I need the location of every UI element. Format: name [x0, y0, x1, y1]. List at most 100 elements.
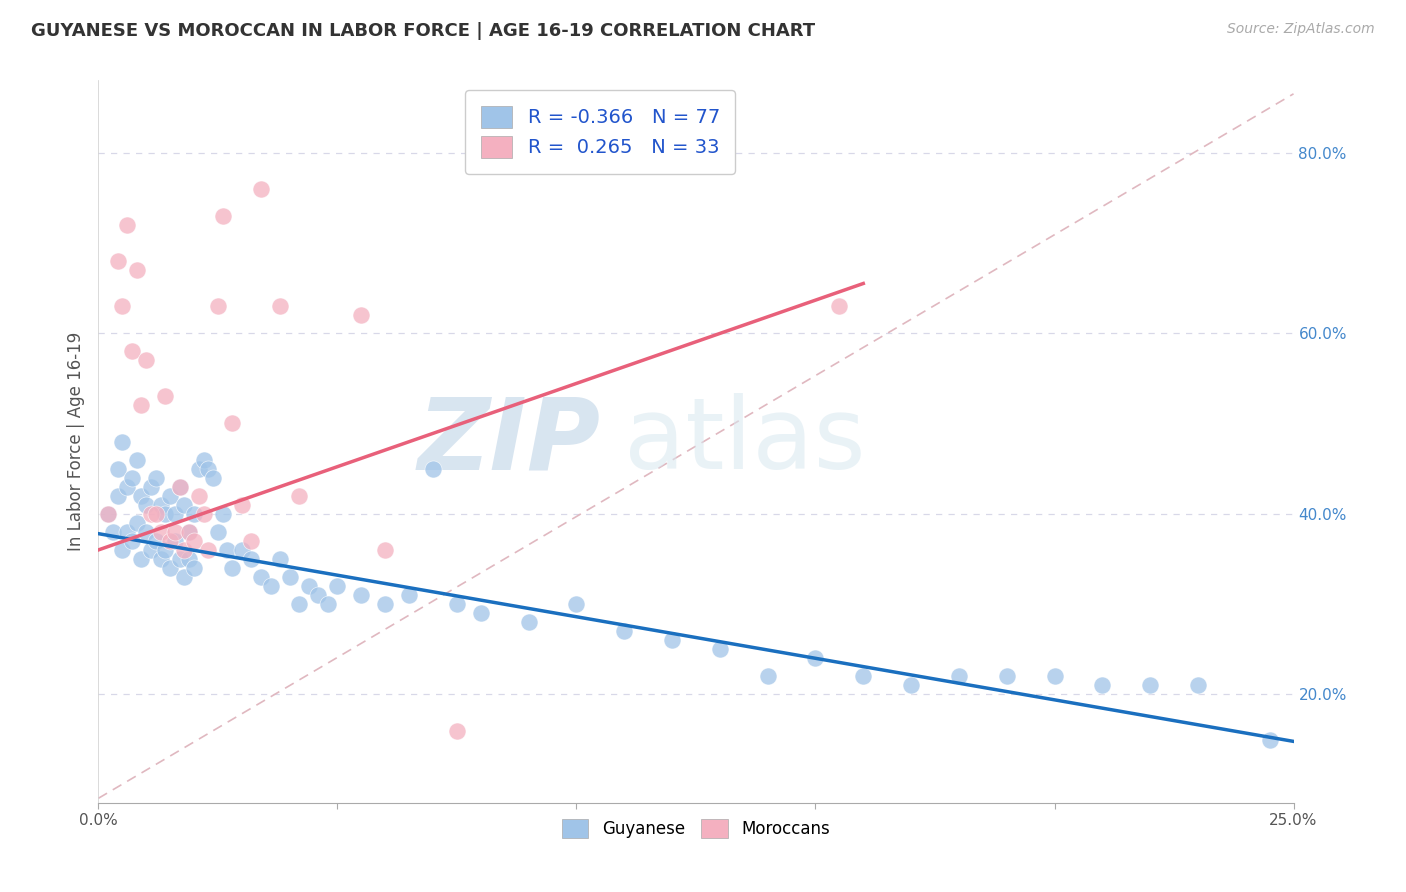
Point: [197, 461, 219, 475]
Point: [145, 471, 167, 485]
Point: [422, 461, 444, 475]
Point: [173, 542, 195, 557]
Point: [111, 434, 134, 449]
Point: [163, 524, 186, 539]
Point: [169, 552, 191, 566]
Point: [350, 588, 373, 602]
Point: [187, 489, 209, 503]
Point: [121, 344, 143, 359]
Point: [155, 389, 177, 403]
Point: [131, 398, 153, 412]
Point: [517, 615, 540, 630]
Point: [131, 552, 153, 566]
Point: [709, 642, 731, 657]
Point: [250, 181, 273, 195]
Point: [115, 524, 138, 539]
Point: [163, 507, 186, 521]
Point: [207, 524, 229, 539]
Point: [173, 498, 195, 512]
Point: [250, 570, 273, 584]
Point: [231, 498, 253, 512]
Point: [307, 588, 329, 602]
Point: [217, 542, 239, 557]
Point: [995, 669, 1018, 683]
Point: [135, 524, 157, 539]
Point: [221, 561, 243, 575]
Point: [183, 533, 205, 548]
Point: [139, 542, 162, 557]
Point: [139, 507, 162, 521]
Point: [107, 489, 129, 503]
Point: [852, 669, 875, 683]
Point: [278, 570, 301, 584]
Point: [828, 299, 851, 313]
Point: [565, 597, 588, 611]
Point: [1187, 678, 1209, 692]
Point: [149, 524, 172, 539]
Point: [446, 597, 468, 611]
Point: [111, 299, 134, 313]
Point: [115, 480, 138, 494]
Point: [446, 723, 468, 738]
Point: [179, 524, 201, 539]
Point: [187, 461, 209, 475]
Point: [183, 507, 205, 521]
Point: [948, 669, 970, 683]
Text: ZIP: ZIP: [418, 393, 600, 490]
Point: [756, 669, 779, 683]
Point: [298, 579, 321, 593]
Point: [159, 489, 181, 503]
Point: [179, 552, 201, 566]
Text: atlas: atlas: [624, 393, 866, 490]
Point: [661, 633, 683, 648]
Point: [259, 579, 281, 593]
Point: [107, 461, 129, 475]
Point: [326, 579, 349, 593]
Point: [97, 507, 120, 521]
Point: [350, 308, 373, 322]
Point: [197, 542, 219, 557]
Point: [288, 597, 311, 611]
Point: [163, 533, 186, 548]
Point: [125, 263, 148, 277]
Point: [1139, 678, 1161, 692]
Point: [135, 353, 157, 368]
Point: [139, 480, 162, 494]
Legend: Guyanese, Moroccans: Guyanese, Moroccans: [555, 813, 837, 845]
Point: [193, 452, 215, 467]
Point: [149, 498, 172, 512]
Point: [470, 606, 492, 620]
Text: Source: ZipAtlas.com: Source: ZipAtlas.com: [1227, 22, 1375, 37]
Point: [145, 507, 167, 521]
Point: [1258, 732, 1281, 747]
Point: [169, 480, 191, 494]
Y-axis label: In Labor Force | Age 16-19: In Labor Force | Age 16-19: [66, 332, 84, 551]
Point: [121, 533, 143, 548]
Point: [97, 507, 120, 521]
Point: [231, 542, 253, 557]
Point: [131, 489, 153, 503]
Point: [613, 624, 636, 639]
Point: [202, 471, 225, 485]
Point: [1091, 678, 1114, 692]
Point: [221, 417, 243, 431]
Point: [115, 218, 138, 232]
Point: [211, 209, 233, 223]
Point: [169, 480, 191, 494]
Point: [111, 542, 134, 557]
Point: [125, 452, 148, 467]
Point: [804, 651, 827, 665]
Point: [240, 533, 263, 548]
Point: [398, 588, 420, 602]
Point: [211, 507, 233, 521]
Point: [155, 542, 177, 557]
Point: [145, 533, 167, 548]
Point: [288, 489, 311, 503]
Point: [240, 552, 263, 566]
Point: [121, 471, 143, 485]
Point: [101, 524, 124, 539]
Point: [374, 542, 396, 557]
Point: [159, 561, 181, 575]
Point: [374, 597, 396, 611]
Point: [316, 597, 339, 611]
